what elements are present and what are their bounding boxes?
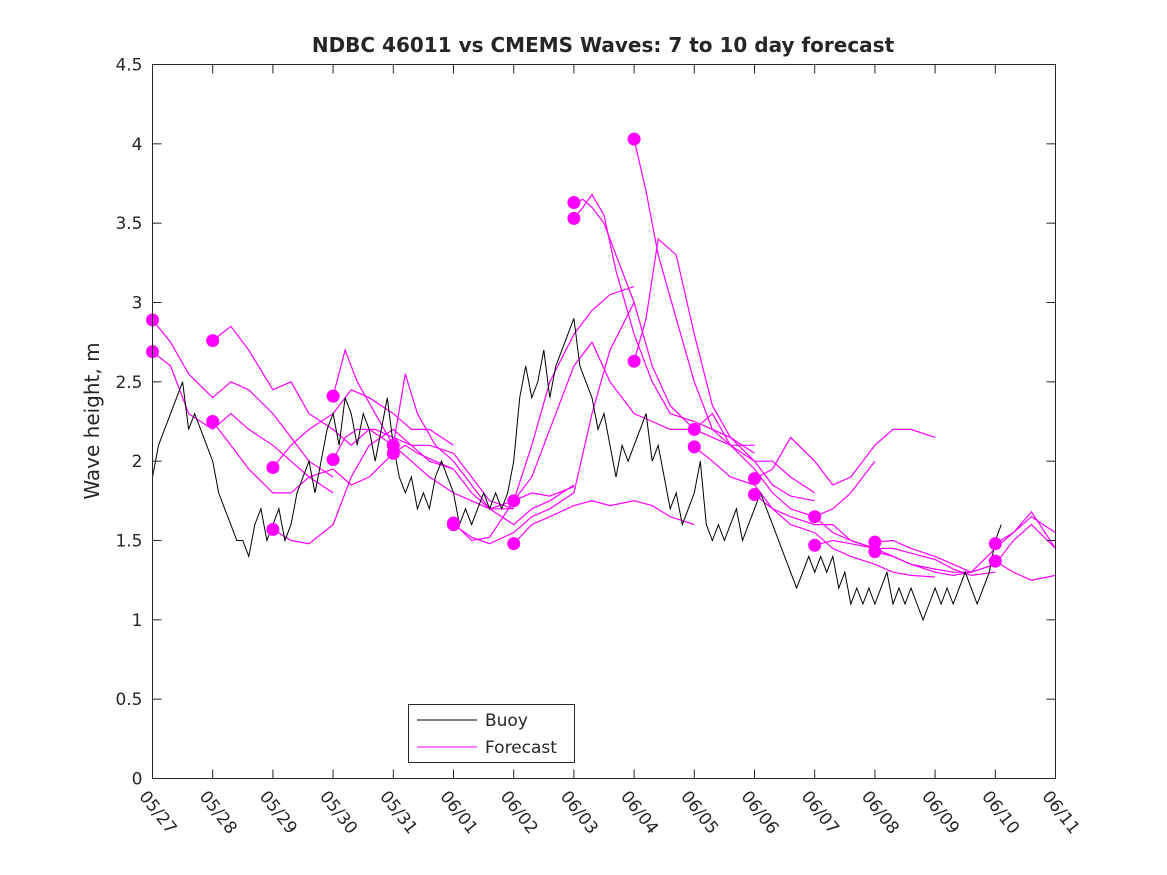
forecast-start-marker xyxy=(687,422,701,436)
forecast-line xyxy=(392,444,575,510)
forecast-start-marker xyxy=(266,522,280,536)
forecast-start-marker xyxy=(748,487,761,501)
legend: Buoy Forecast xyxy=(408,704,575,763)
forecast-start-marker xyxy=(447,518,460,532)
forecast-line xyxy=(573,193,755,454)
forecast-line xyxy=(272,389,454,468)
forecast-line xyxy=(994,510,1057,549)
forecast-line xyxy=(814,539,996,577)
legend-box xyxy=(408,704,575,763)
legend-buoy-label: Buoy xyxy=(485,711,528,731)
forecast-start-marker xyxy=(627,354,641,368)
y-axis-ticks: 0 0.5 1 1.5 2 2.5 3 3.5 4 4.5 xyxy=(115,56,1056,790)
forecast-line xyxy=(693,446,876,549)
forecast-start-marker xyxy=(567,211,581,225)
y-tick-label: 1 xyxy=(132,611,143,631)
forecast-line xyxy=(874,515,1056,573)
y-tick-label: 0.5 xyxy=(115,690,142,710)
forecast-start-marker xyxy=(687,440,701,454)
forecast-line xyxy=(212,325,394,447)
forecast-line xyxy=(754,428,936,486)
forecast-start-marker xyxy=(868,545,882,559)
forecast-start-marker xyxy=(808,538,822,552)
plot-area xyxy=(146,132,1057,622)
forecast-line xyxy=(994,560,1056,581)
forecast-line xyxy=(633,138,816,494)
plot-frame xyxy=(152,64,1056,779)
forecast-line xyxy=(453,302,635,545)
forecast-line xyxy=(513,341,695,502)
forecast-start-marker xyxy=(627,132,641,146)
forecast-start-marker xyxy=(748,472,761,486)
forecast-start-marker xyxy=(266,461,280,475)
forecast-line xyxy=(693,412,876,518)
buoy-line xyxy=(152,318,1002,622)
forecast-start-marker xyxy=(206,334,220,348)
forecast-start-marker xyxy=(808,510,822,524)
forecast-line xyxy=(573,198,755,446)
forecast-start-marker xyxy=(567,196,581,210)
forecast-start-marker xyxy=(326,453,340,467)
forecast-line xyxy=(392,373,575,526)
forecast-line xyxy=(332,428,514,510)
legend-forecast-label: Forecast xyxy=(485,738,557,758)
forecast-start-marker xyxy=(206,415,220,428)
forecast-start-marker xyxy=(988,554,1002,568)
y-tick-label: 4.5 xyxy=(115,56,142,76)
y-tick-label: 2.5 xyxy=(115,373,142,393)
forecast-line xyxy=(152,319,334,478)
y-tick-label: 0 xyxy=(132,770,143,790)
forecast-line xyxy=(332,348,514,510)
y-tick-label: 3.5 xyxy=(115,214,142,234)
y-tick-label: 3 xyxy=(132,294,143,314)
forecast-line xyxy=(633,237,815,502)
y-tick-label: 1.5 xyxy=(115,532,142,552)
forecast-line xyxy=(453,286,635,542)
forecast-line xyxy=(754,494,936,578)
forecast-start-marker xyxy=(386,446,400,460)
forecast-start-marker xyxy=(988,537,1002,551)
y-axis-label: Wave height, m xyxy=(80,342,104,499)
forecast-line xyxy=(513,500,695,545)
forecast-start-marker xyxy=(868,535,882,549)
y-tick-label: 2 xyxy=(132,452,143,472)
forecast-line xyxy=(272,428,454,545)
forecast-start-marker xyxy=(507,494,521,508)
forecast-start-marker xyxy=(326,389,340,403)
chart-title: NDBC 46011 vs CMEMS Waves: 7 to 10 day f… xyxy=(312,33,895,57)
forecast-start-marker xyxy=(507,537,521,551)
forecast-line xyxy=(874,523,1056,577)
y-tick-label: 4 xyxy=(132,135,143,155)
